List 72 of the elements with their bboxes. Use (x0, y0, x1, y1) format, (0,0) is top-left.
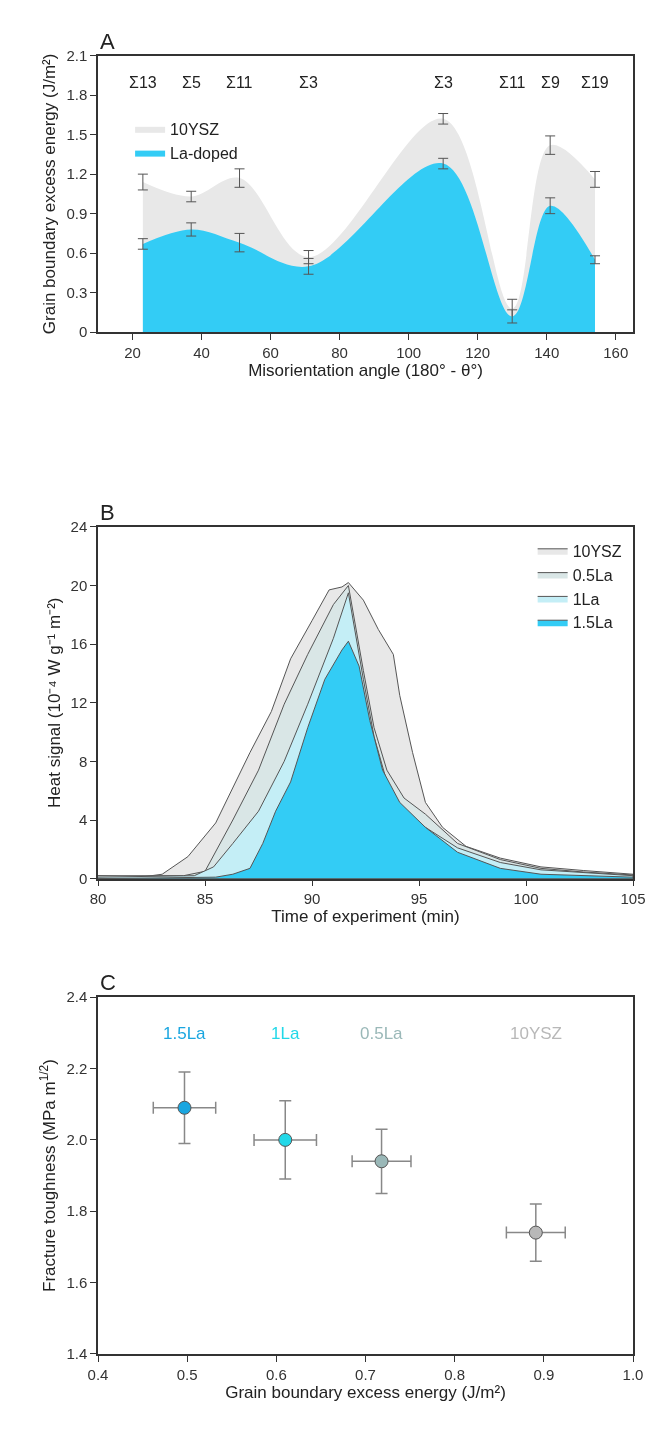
chart-title: B (100, 500, 115, 525)
x-tick-label: 95 (410, 890, 428, 908)
x-tick-label: 0.9 (533, 1365, 555, 1383)
point (278, 1132, 293, 1147)
y-tick-label: 2.4 (66, 988, 88, 1006)
text: 10YSZ (510, 1024, 562, 1043)
legend-label: 10YSZ (572, 543, 622, 561)
legend-label: 0.5La (572, 566, 613, 584)
x-tick-label: 105 (620, 890, 646, 908)
x-tick-label: 0.4 (87, 1365, 109, 1383)
x-tick-label: 0.5 (176, 1365, 198, 1383)
y-axis-title: Grain boundary excess energy (J/m²) (40, 53, 60, 335)
y-tick-label: 0 (78, 323, 88, 341)
legend-label: La-doped (170, 144, 238, 162)
annotation: Σ11 (499, 74, 526, 91)
y-tick-label: 2.0 (66, 1131, 88, 1149)
y-tick-label: 0.9 (66, 204, 88, 222)
y-tick-label: 1.8 (66, 86, 88, 104)
chart-title: A (100, 29, 115, 54)
y-tick-label: 24 (70, 518, 88, 536)
x-tick-label: 80 (331, 343, 348, 361)
point (177, 1100, 192, 1115)
chart-title: C (100, 970, 116, 995)
annotation: Σ3 (434, 74, 453, 91)
annotation: Σ9 (541, 74, 560, 91)
x-tick-label: 85 (196, 890, 214, 908)
y-tick-label: 1.6 (66, 1273, 88, 1291)
x-tick-label: 90 (303, 890, 321, 908)
x-axis-title: Time of experiment (min) (271, 907, 460, 927)
point (528, 1225, 543, 1240)
x-tick-label: 160 (603, 343, 629, 361)
x-tick-label: 100 (513, 890, 539, 908)
text: 1.5La (163, 1024, 207, 1043)
y-tick-label: 1.4 (66, 1345, 88, 1363)
legend-label: 1.5La (572, 614, 613, 632)
x-tick-label: 60 (262, 343, 279, 361)
x-tick-label: 140 (534, 343, 560, 361)
y-tick-label: 2.1 (66, 46, 88, 64)
y-tick-label: 1.5 (66, 125, 88, 143)
y-tick-label: 20 (70, 576, 88, 594)
y-tick-label: 0.3 (66, 283, 88, 301)
y-tick-label: 0.6 (66, 244, 88, 262)
x-tick-label: 20 (124, 343, 141, 361)
x-tick-label: 100 (396, 343, 422, 361)
text: 0.5La (360, 1024, 404, 1043)
y-tick-label: 1.8 (66, 1202, 88, 1220)
x-tick-label: 0.7 (355, 1365, 376, 1383)
x-tick-label: 80 (89, 890, 107, 908)
x-tick-label: 40 (193, 343, 210, 361)
y-tick-label: 8 (78, 752, 88, 770)
y-tick-label: 12 (70, 694, 88, 711)
legend-label: 10YSZ (170, 121, 220, 139)
x-axis-title: Grain boundary excess energy (J/m²) (225, 1382, 506, 1402)
x-tick-label: 1.0 (622, 1365, 644, 1383)
y-tick-label: 2.2 (66, 1059, 88, 1077)
annotation: Σ11 (226, 74, 253, 91)
annotation: Σ5 (182, 74, 201, 91)
y-axis-title: Heat signal (10⁻⁴ W g⁻¹ m⁻²) (44, 597, 64, 808)
y-tick-label: 0 (78, 869, 88, 887)
x-tick-label: 0.8 (444, 1365, 466, 1383)
annotation: Σ3 (299, 74, 318, 91)
point (374, 1154, 389, 1169)
x-axis-title: Misorientation angle (180° - θ°) (248, 360, 483, 380)
annotation: Σ19 (581, 74, 609, 91)
x-tick-label: 120 (465, 343, 491, 361)
y-tick-label: 4 (78, 811, 88, 829)
legend-label: 1La (572, 590, 600, 608)
y-tick-label: 1.2 (66, 165, 88, 183)
y-tick-label: 16 (70, 635, 88, 653)
text: 1La (271, 1024, 300, 1043)
x-tick-label: 0.6 (265, 1365, 287, 1383)
annotation: Σ13 (129, 74, 157, 91)
